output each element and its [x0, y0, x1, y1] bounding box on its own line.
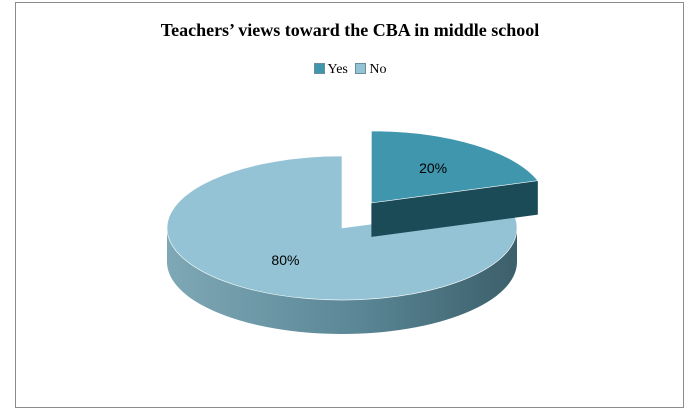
chart-legend: Yes No	[0, 62, 700, 78]
data-label-yes: 20%	[419, 160, 447, 176]
legend-item-no: No	[355, 62, 387, 78]
legend-label-yes: Yes	[327, 62, 348, 77]
chart-area	[15, 2, 684, 408]
pie-slice-no	[166, 155, 518, 301]
pie-cut-face-yes-1	[371, 180, 538, 237]
legend-item-yes: Yes	[313, 62, 348, 78]
chart-title: Teachers’ views toward the CBA in middle…	[160, 20, 540, 40]
legend-swatch-no	[355, 63, 367, 74]
data-label-no: 80%	[271, 252, 299, 268]
legend-swatch-yes	[313, 63, 325, 74]
legend-label-no: No	[369, 62, 387, 77]
pie-slice-yes	[371, 130, 539, 204]
pie-side-no	[167, 228, 517, 334]
